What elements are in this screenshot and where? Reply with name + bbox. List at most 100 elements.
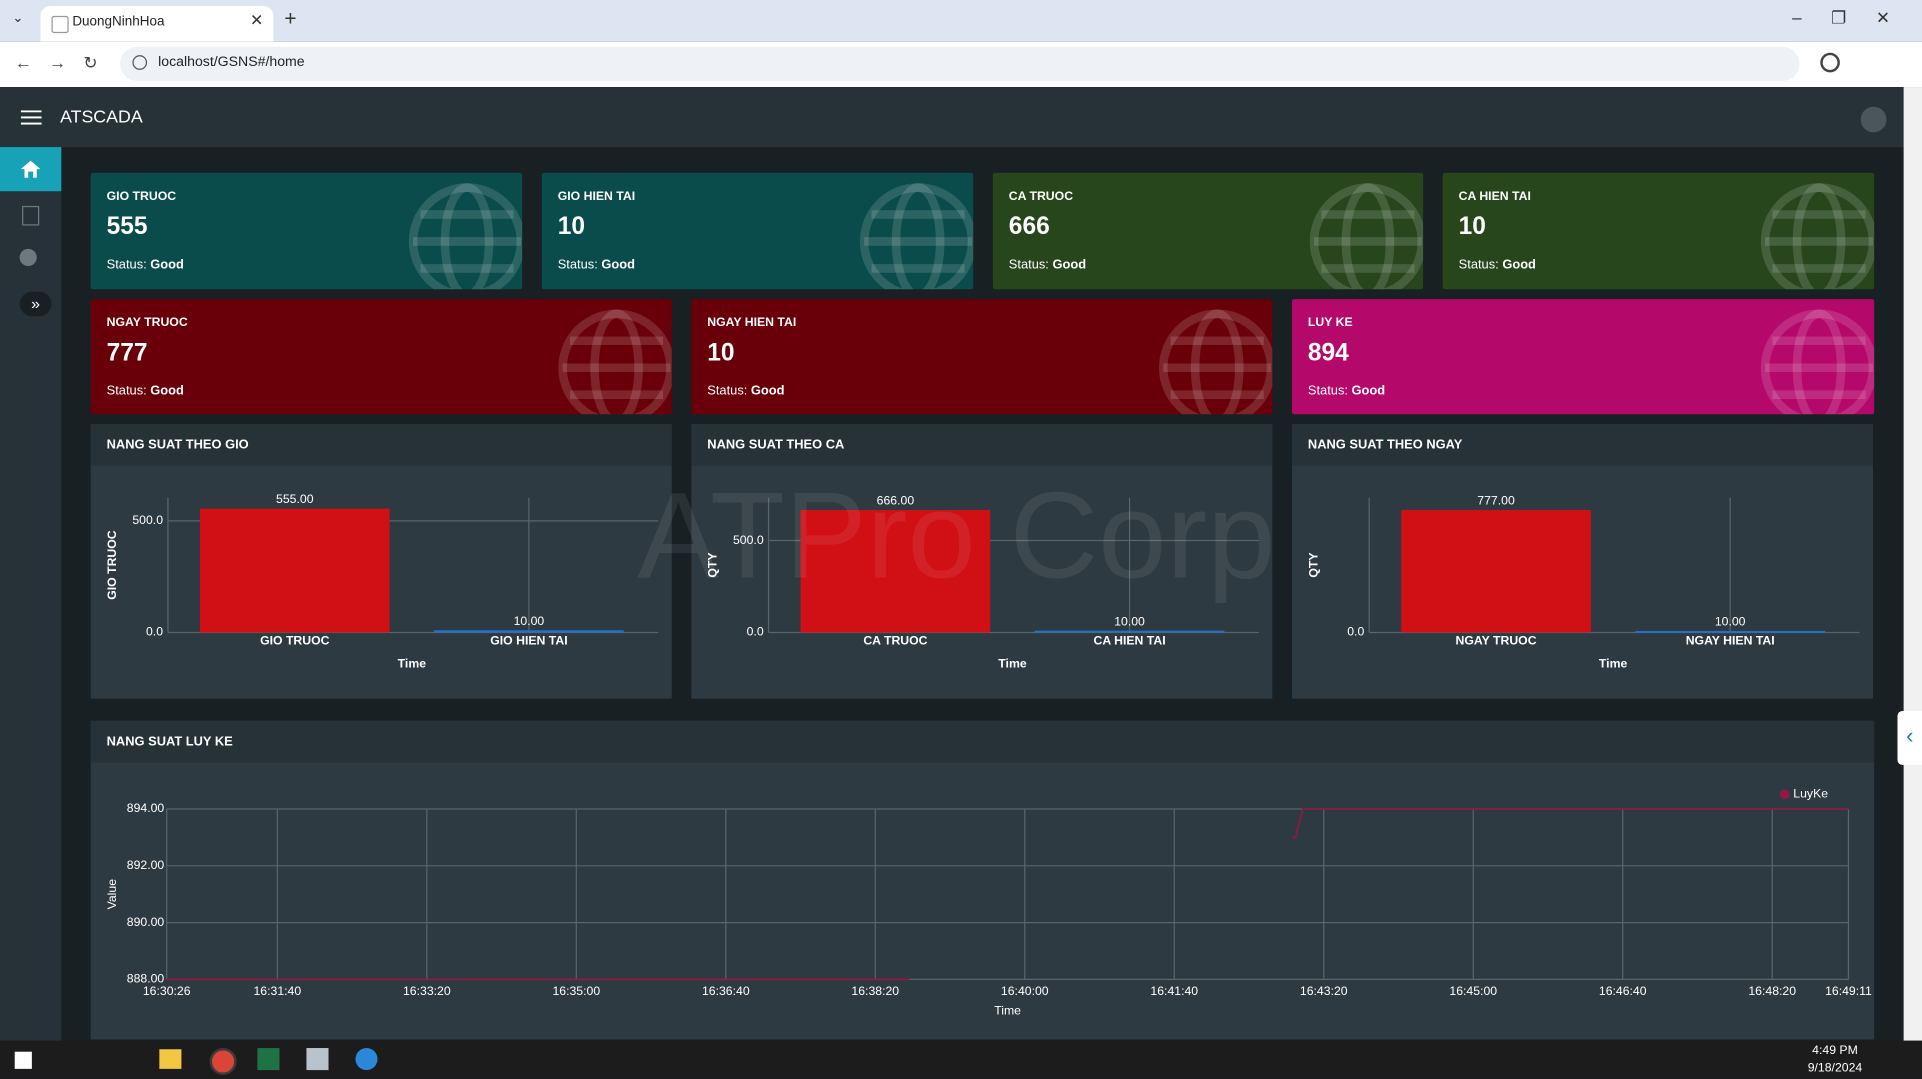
- globe-outline: [1760, 309, 1875, 415]
- x-tick-label: 16:49:11: [1825, 984, 1872, 998]
- tab-close[interactable]: ✕: [250, 11, 264, 30]
- globe-meridian: [1792, 309, 1846, 415]
- value-label: 777.00: [1477, 494, 1515, 508]
- globe-icon: [1309, 183, 1424, 290]
- x-tick-label: 16:41:40: [1150, 984, 1198, 998]
- window-controls[interactable]: –❐✕: [1792, 7, 1920, 27]
- status-card: CA HIEN TAI 10 Status: Good: [1442, 172, 1875, 290]
- card-status: Status: Good: [558, 257, 635, 272]
- y-tick-label: 0.0: [1347, 625, 1364, 639]
- y-axis-label: Value: [105, 879, 119, 910]
- excel-icon[interactable]: [257, 1048, 280, 1071]
- bar: [434, 630, 624, 633]
- url: localhost/GSNS#/home: [158, 55, 305, 70]
- card-status: Status: Good: [1459, 257, 1536, 272]
- explorer-icon[interactable]: [159, 1049, 182, 1069]
- panel-title: NANG SUAT THEO GIO: [106, 437, 249, 453]
- x-tick-label: 16:48:20: [1748, 984, 1796, 998]
- line-chart: 888.00 890.00 892.00 894.00 16:30:26 16:31:40…: [105, 787, 1872, 1018]
- tab-title: DuongNinhHoa: [72, 14, 165, 30]
- nav-list[interactable]: [22, 205, 40, 226]
- status-label: Status:: [1307, 383, 1348, 399]
- status-card: GIO TRUOC 555 Status: Good: [90, 172, 523, 290]
- panel-title: NANG SUAT THEO NGAY: [1307, 437, 1463, 453]
- status-value: Good: [750, 383, 785, 399]
- status-label: Status:: [1008, 257, 1049, 273]
- nav-buttons[interactable]: ←→↻: [14, 52, 115, 73]
- bar: [199, 508, 390, 633]
- x-tick-label: 16:35:00: [552, 984, 600, 998]
- x-tick-label: CA HIEN TAI: [1093, 633, 1165, 647]
- nav-expand[interactable]: »: [19, 291, 52, 317]
- card-value: 555: [106, 213, 148, 241]
- panel-header: [691, 424, 1273, 466]
- tab-bar: [0, 0, 1922, 42]
- bar: [800, 509, 991, 633]
- status-card: NGAY HIEN TAI 10 Status: Good: [691, 299, 1273, 415]
- y-axis-label: GIO TRUOC: [105, 530, 119, 600]
- x-axis-label: Time: [1599, 657, 1628, 671]
- bar-chart: 0.0 500.0 666.00 CA TRUOC 10.00 CA HIEN TAI Ti…: [706, 494, 1259, 671]
- sidebar: »: [0, 147, 62, 1041]
- card-label: CA TRUOC: [1008, 189, 1074, 204]
- globe-outline: [1309, 183, 1424, 290]
- address-field[interactable]: localhost/GSNS#/home: [120, 46, 1800, 81]
- panel-header: [90, 424, 672, 466]
- card-value: 10: [557, 213, 585, 241]
- x-tick-label: NGAY TRUOC: [1456, 633, 1537, 647]
- x-tick-label: 16:40:00: [1001, 984, 1049, 998]
- menu-button[interactable]: [20, 110, 42, 125]
- status-value: Good: [1502, 257, 1536, 273]
- nav-home[interactable]: [0, 147, 62, 192]
- side-toggle[interactable]: ‹: [1897, 710, 1922, 765]
- globe-outline: [859, 183, 974, 290]
- globe-meridian: [1190, 309, 1244, 415]
- globe-icon: [859, 183, 974, 290]
- clock-date: 9/18/2024: [1807, 1061, 1863, 1076]
- y-axis-label: QTY: [1306, 552, 1320, 577]
- bar-chart: 0.0 500.0 555.00 GIO TRUOC 10.00 GIO HIEN TAI…: [105, 492, 659, 671]
- app-icon[interactable]: [355, 1048, 378, 1071]
- card-status: Status: Good: [107, 384, 184, 399]
- card-label: NGAY TRUOC: [106, 316, 188, 330]
- globe-icon: [1760, 183, 1875, 290]
- globe-meridian: [440, 183, 494, 290]
- nav-settings[interactable]: [19, 248, 37, 266]
- panel-header: [1291, 424, 1873, 466]
- status-value: Good: [150, 383, 184, 399]
- y-tick-label: 888.00: [127, 972, 165, 986]
- card-value: 666: [1008, 213, 1050, 241]
- x-tick-label: 16:43:20: [1300, 984, 1348, 998]
- profile[interactable]: [1820, 52, 1840, 73]
- status-card: NGAY TRUOC 777 Status: Good: [90, 299, 672, 415]
- chart-panel: NANG SUAT THEO CA 0.0 500.0 666.00 CA TRUOC 1…: [691, 424, 1273, 699]
- x-tick-label: CA TRUOC: [863, 633, 927, 647]
- x-axis-label: Time: [398, 657, 427, 671]
- taskbar: 4:49 PM 9/18/2024: [0, 1040, 1922, 1079]
- globe-icon: [408, 183, 523, 290]
- status-label: Status:: [557, 257, 598, 273]
- tab-icon: [51, 15, 69, 34]
- status-label: Status:: [106, 383, 147, 399]
- globe-icon: [1158, 309, 1273, 415]
- new-tab[interactable]: +: [284, 7, 297, 31]
- app-icon[interactable]: [306, 1048, 329, 1071]
- y-tick-label: 500.0: [132, 513, 163, 527]
- bar: [1635, 630, 1825, 633]
- x-tick-label: 16:45:00: [1449, 984, 1497, 998]
- content: GIO TRUOC 555 Status: Good GIO HIEN TAI 10 St…: [90, 172, 1875, 1040]
- tab[interactable]: DuongNinhHoa ✕: [40, 6, 274, 42]
- chrome-icon[interactable]: [209, 1048, 237, 1076]
- tab-list[interactable]: ⌄: [12, 11, 24, 26]
- card-status: Status: Good: [1308, 384, 1385, 399]
- y-tick-label: 894.00: [127, 801, 165, 815]
- globe-outline: [558, 309, 672, 415]
- card-label: NGAY HIEN TAI: [707, 316, 797, 330]
- start-button[interactable]: [14, 1051, 32, 1069]
- x-tick-label: 16:38:20: [851, 984, 899, 998]
- x-tick-label: 16:36:40: [702, 984, 750, 998]
- card-value: 10: [707, 339, 735, 367]
- user-avatar[interactable]: [1860, 106, 1887, 133]
- bar: [1034, 630, 1225, 633]
